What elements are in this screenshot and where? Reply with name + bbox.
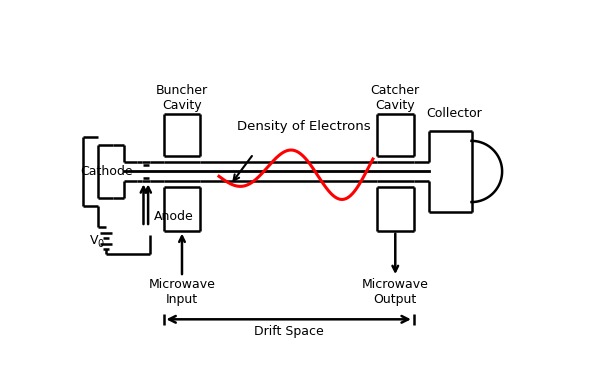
Text: Density of Electrons: Density of Electrons <box>237 120 370 133</box>
Text: Microwave
Output: Microwave Output <box>362 278 429 306</box>
Text: 0: 0 <box>97 239 103 249</box>
Text: Buncher
Cavity: Buncher Cavity <box>156 84 208 112</box>
Text: Drift Space: Drift Space <box>254 325 323 338</box>
Text: Anode: Anode <box>154 210 193 223</box>
Text: Cathode: Cathode <box>80 165 133 178</box>
Text: V: V <box>91 234 99 247</box>
Text: Collector: Collector <box>427 107 482 120</box>
Text: Catcher
Cavity: Catcher Cavity <box>371 84 420 112</box>
Text: Microwave
Input: Microwave Input <box>149 278 215 306</box>
